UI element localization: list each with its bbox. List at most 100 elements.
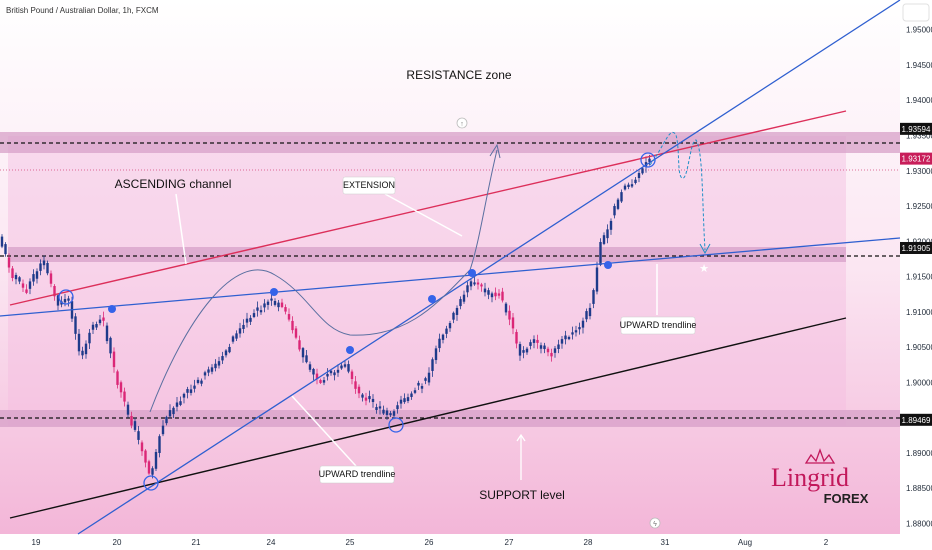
breakout-circle <box>640 152 656 168</box>
candle-body <box>609 220 613 230</box>
candle-body <box>340 365 343 369</box>
x-tick-label: 21 <box>192 538 201 547</box>
touch-dot-3 <box>346 346 354 354</box>
wave-projection-curve <box>149 149 498 413</box>
candle-body <box>81 350 84 356</box>
x-tick-label: Aug <box>738 538 752 547</box>
candle-body <box>445 328 448 334</box>
candle-body <box>14 274 18 280</box>
candle-body <box>200 380 203 384</box>
candle-body <box>560 339 564 344</box>
candle-body <box>424 378 427 381</box>
candle-body <box>67 298 70 301</box>
candle-body <box>536 339 539 343</box>
support-level-label: SUPPORT level <box>479 488 565 502</box>
candle-body <box>553 348 557 353</box>
candle-body <box>546 348 550 353</box>
candle-body <box>322 380 326 383</box>
y-tick-label: 1.95000 <box>906 26 932 35</box>
candle-body <box>371 398 375 403</box>
x-tick-label: 2 <box>824 538 829 547</box>
candle-body <box>501 291 504 301</box>
ascending-pointer <box>175 193 187 265</box>
events-icon <box>456 117 468 129</box>
candle-body <box>98 319 102 324</box>
price-labels: 1.93594 1.93172 1.91905 1.89469 <box>900 122 932 426</box>
candle-body <box>147 461 151 474</box>
candle-body <box>585 311 588 320</box>
x-tick-label: 26 <box>425 538 434 547</box>
candle-body <box>434 348 438 361</box>
y-tick-label: 1.92500 <box>906 202 932 211</box>
candle-body <box>315 373 319 380</box>
candle-body <box>123 391 126 402</box>
candle-body <box>207 369 210 373</box>
price-tag-label: 1.89469 <box>902 416 931 425</box>
y-tick-label: 1.89000 <box>906 449 932 458</box>
candle-body <box>417 382 420 386</box>
candle-body <box>126 404 130 415</box>
candle-body <box>616 199 620 209</box>
candle-body <box>284 307 287 312</box>
candle-body <box>354 381 357 389</box>
chart-title: British Pound / Australian Dollar, 1h, F… <box>6 6 159 15</box>
candle-body <box>375 407 378 410</box>
y-tick-label: 1.90500 <box>906 343 932 352</box>
candle-body <box>452 312 455 320</box>
events-icon-glyph: ↑ <box>460 121 464 128</box>
candle-body <box>385 410 389 415</box>
candle-body <box>308 364 312 370</box>
candle-body <box>529 342 532 346</box>
settings-button[interactable] <box>902 3 930 22</box>
candle-body <box>427 372 431 383</box>
candle-body <box>473 282 476 285</box>
candle-body <box>301 348 305 358</box>
candle-body <box>480 284 483 287</box>
x-tick-label: 27 <box>505 538 514 547</box>
candle-body <box>413 390 417 393</box>
candle-body <box>266 301 270 305</box>
candle-body <box>249 317 252 322</box>
candles-group <box>0 154 651 479</box>
candle-body <box>242 324 245 329</box>
extension-pointer <box>384 193 463 237</box>
candle-body <box>179 401 182 405</box>
candle-body <box>368 396 371 400</box>
candle-body <box>613 206 616 216</box>
touch-dot-5 <box>468 269 476 277</box>
resistance-zone-label: RESISTANCE zone <box>406 68 511 82</box>
candle-body <box>53 286 56 297</box>
candle-body <box>263 303 266 308</box>
candle-body <box>497 293 501 296</box>
candle-body <box>35 271 39 279</box>
touch-dot-1 <box>108 305 116 313</box>
candle-body <box>196 379 200 383</box>
candle-body <box>56 295 60 306</box>
candle-body <box>557 344 560 349</box>
crown-icon <box>804 448 836 464</box>
y-tick-label: 1.88000 <box>906 519 932 528</box>
candle-body <box>158 436 161 453</box>
candle-body <box>543 345 546 350</box>
candle-body <box>294 328 298 338</box>
y-tick-label: 1.92000 <box>906 237 932 246</box>
candle-body <box>221 356 224 361</box>
candle-body <box>130 415 133 426</box>
y-tick-label: 1.94000 <box>906 96 932 105</box>
candle-body <box>172 407 175 415</box>
candle-body <box>168 410 172 417</box>
upward-trendline-right-callout: UPWARD trendline <box>620 316 696 335</box>
candle-body <box>186 389 189 393</box>
candle-body <box>564 335 567 340</box>
logo-sub: FOREX <box>824 491 869 506</box>
candle-body <box>599 241 602 265</box>
candle-body <box>630 184 634 187</box>
lightning-icon <box>649 517 661 529</box>
candle-body <box>231 336 235 342</box>
candle-body <box>336 369 340 373</box>
upward-left-pointer <box>291 395 357 467</box>
candle-body <box>193 385 196 389</box>
candle-body <box>343 364 347 367</box>
candle-body <box>550 352 553 357</box>
